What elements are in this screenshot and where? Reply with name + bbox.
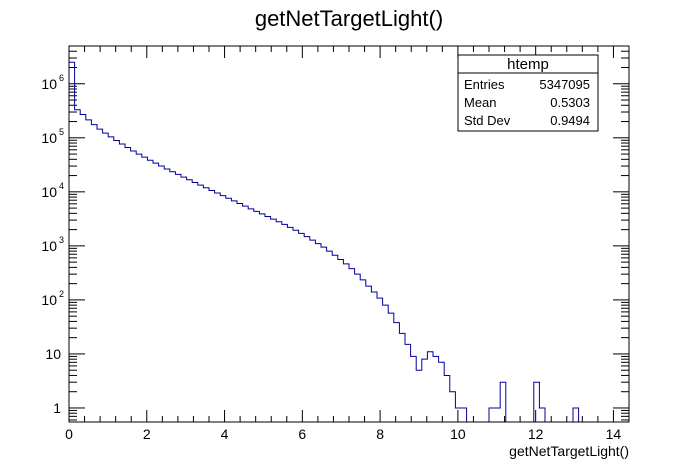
stats-mean-label: Mean	[464, 95, 497, 110]
stats-entries-label: Entries	[464, 77, 505, 92]
y-tick-label: 10	[41, 76, 57, 92]
x-tick-label: 4	[221, 426, 229, 442]
x-tick-label: 6	[298, 426, 306, 442]
stats-entries-value: 5347095	[539, 77, 590, 92]
chart-title: getNetTargetLight()	[255, 6, 443, 31]
stats-box: htemp Entries 5347095 Mean 0.5303 Std De…	[457, 54, 599, 132]
y-tick-exponent: 3	[59, 235, 64, 245]
stats-mean-value: 0.5303	[550, 95, 590, 110]
y-tick-label: 10	[41, 292, 57, 308]
y-tick-label: 10	[41, 238, 57, 254]
x-tick-label: 10	[450, 426, 466, 442]
y-tick-exponent: 4	[59, 181, 64, 191]
x-tick-label: 8	[376, 426, 384, 442]
x-tick-label: 0	[65, 426, 73, 442]
y-tick-label: 1	[53, 400, 61, 416]
x-axis-title: getNetTargetLight()	[509, 443, 629, 459]
x-tick-label: 14	[606, 426, 622, 442]
y-tick-label: 10	[41, 184, 57, 200]
stats-box-title: htemp	[507, 56, 549, 73]
y-tick-label: 10	[41, 130, 57, 146]
stats-box-frame	[457, 54, 599, 132]
stats-stddev-value: 0.9494	[550, 113, 590, 128]
x-tick-label: 12	[528, 426, 544, 442]
y-tick-label: 10	[45, 346, 61, 362]
plot-frame	[68, 45, 630, 423]
y-tick-exponent: 2	[59, 289, 64, 299]
y-tick-exponent: 6	[59, 73, 64, 83]
histogram-line	[68, 61, 629, 423]
x-tick-label: 2	[143, 426, 151, 442]
stats-stddev-label: Std Dev	[464, 113, 511, 128]
y-tick-exponent: 5	[59, 127, 64, 137]
